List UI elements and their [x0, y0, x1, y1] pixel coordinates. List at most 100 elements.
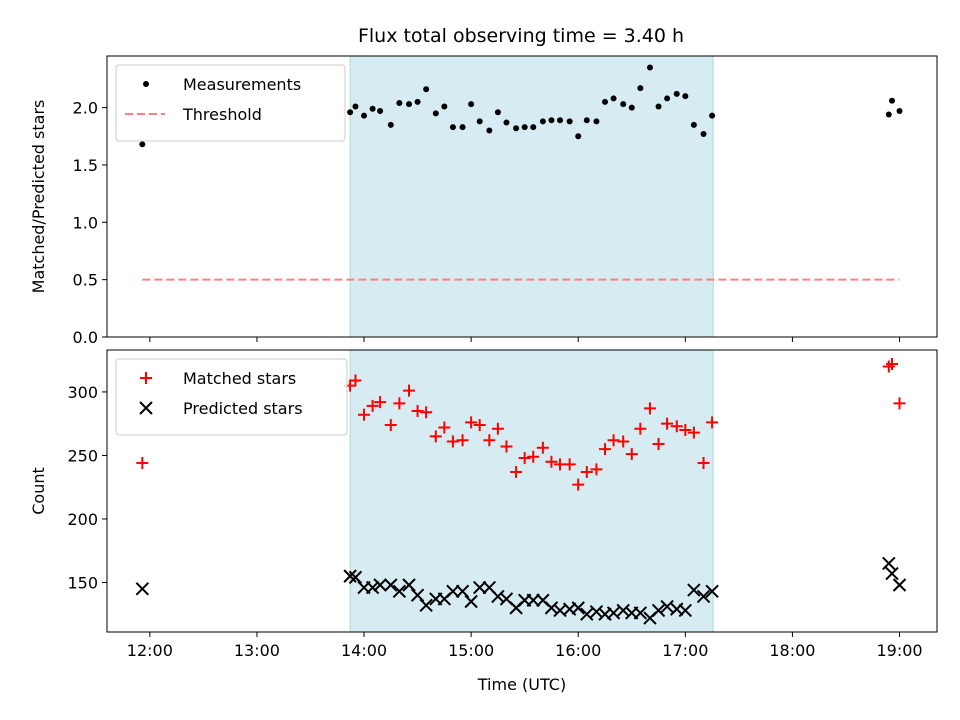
- data-point: [896, 108, 903, 115]
- data-point: [652, 438, 665, 450]
- data-point: [510, 465, 523, 478]
- data-point: [882, 556, 896, 571]
- data-point: [678, 603, 693, 618]
- legend-label: Measurements: [183, 75, 301, 94]
- data-point: [494, 109, 501, 116]
- data-point: [590, 463, 603, 476]
- data-point: [580, 607, 594, 621]
- data-point: [610, 95, 617, 102]
- legend-swatch: [139, 401, 153, 415]
- data-point: [446, 435, 459, 448]
- data-point: [893, 397, 906, 410]
- data-point: [402, 578, 416, 592]
- data-point: [544, 601, 559, 615]
- data-point: [403, 384, 416, 397]
- data-point: [527, 450, 540, 463]
- y-tick-label: 1.5: [73, 156, 98, 175]
- data-point: [664, 95, 671, 102]
- y-tick-label: 0.0: [73, 328, 98, 347]
- y-tick-label: 2.0: [73, 99, 98, 118]
- data-point: [655, 103, 662, 110]
- data-point: [886, 357, 899, 370]
- data-point: [491, 422, 504, 435]
- data-point: [705, 584, 719, 599]
- data-point: [455, 584, 470, 599]
- data-point: [139, 141, 146, 148]
- data-point: [643, 402, 656, 415]
- data-point: [438, 421, 451, 434]
- x-tick-label: 13:00: [234, 641, 280, 660]
- y-tick-label: 150: [67, 573, 98, 592]
- data-point: [679, 424, 692, 437]
- legend-swatch: [140, 372, 152, 384]
- data-point: [589, 604, 604, 619]
- data-point: [673, 90, 680, 97]
- data-point: [352, 103, 359, 110]
- bottom-panel: 150 200 250 300 12:00 13:00 14:00 15:00 16:00 17:…: [29, 349, 938, 694]
- data-point: [617, 435, 630, 448]
- x-tick-label: 18:00: [769, 641, 815, 660]
- data-point: [580, 465, 593, 478]
- data-point: [349, 374, 362, 387]
- data-point: [536, 441, 549, 454]
- data-point: [483, 434, 496, 447]
- legend-swatch: [143, 81, 149, 87]
- data-point: [661, 417, 674, 430]
- data-point: [348, 570, 363, 585]
- data-point: [419, 598, 433, 613]
- data-point: [697, 457, 710, 470]
- data-point: [476, 118, 483, 125]
- data-point: [566, 118, 573, 125]
- top-panel: 0.0 0.5 1.0 1.5 2.0 Matched/Predicted stars Me…: [29, 55, 938, 347]
- data-point: [456, 434, 469, 447]
- data-point: [459, 124, 466, 131]
- data-point: [491, 589, 505, 604]
- data-point: [620, 101, 627, 108]
- data-point: [563, 458, 576, 471]
- data-point: [369, 105, 376, 112]
- data-point: [420, 406, 433, 419]
- data-point: [373, 578, 387, 592]
- data-point: [464, 594, 478, 609]
- data-point: [486, 127, 493, 134]
- data-point: [892, 578, 907, 592]
- data-point: [423, 86, 430, 93]
- shaded-region: [350, 350, 714, 632]
- data-point: [607, 434, 620, 447]
- data-point: [414, 98, 421, 105]
- data-point: [548, 117, 555, 124]
- data-point: [545, 455, 558, 468]
- data-point: [366, 399, 379, 412]
- data-point: [441, 103, 448, 110]
- data-point: [513, 125, 520, 132]
- legend-label: Predicted stars: [183, 399, 303, 418]
- data-point: [503, 119, 510, 126]
- data-point: [616, 603, 630, 618]
- data-point: [606, 606, 621, 620]
- x-tick-label: 12:00: [127, 641, 173, 660]
- data-point: [406, 101, 413, 108]
- data-point: [682, 93, 689, 100]
- data-point: [377, 108, 384, 115]
- data-point: [885, 566, 899, 581]
- data-point: [660, 599, 674, 614]
- data-point: [625, 448, 638, 461]
- data-point: [637, 85, 644, 92]
- data-point: [392, 584, 407, 599]
- x-axis-label: Time (UTC): [477, 675, 566, 694]
- data-point: [135, 582, 150, 596]
- data-point: [432, 110, 439, 117]
- data-point: [429, 430, 442, 443]
- data-point: [651, 603, 666, 618]
- data-point: [628, 104, 635, 111]
- data-point: [709, 112, 716, 119]
- data-point: [521, 124, 528, 131]
- data-point: [571, 601, 585, 615]
- data-point: [472, 580, 487, 595]
- data-point: [572, 478, 585, 491]
- data-point: [599, 443, 611, 456]
- y-tick-label: 1.0: [73, 213, 98, 232]
- data-point: [583, 117, 590, 124]
- axes-frame: [106, 55, 938, 338]
- data-point: [387, 121, 394, 128]
